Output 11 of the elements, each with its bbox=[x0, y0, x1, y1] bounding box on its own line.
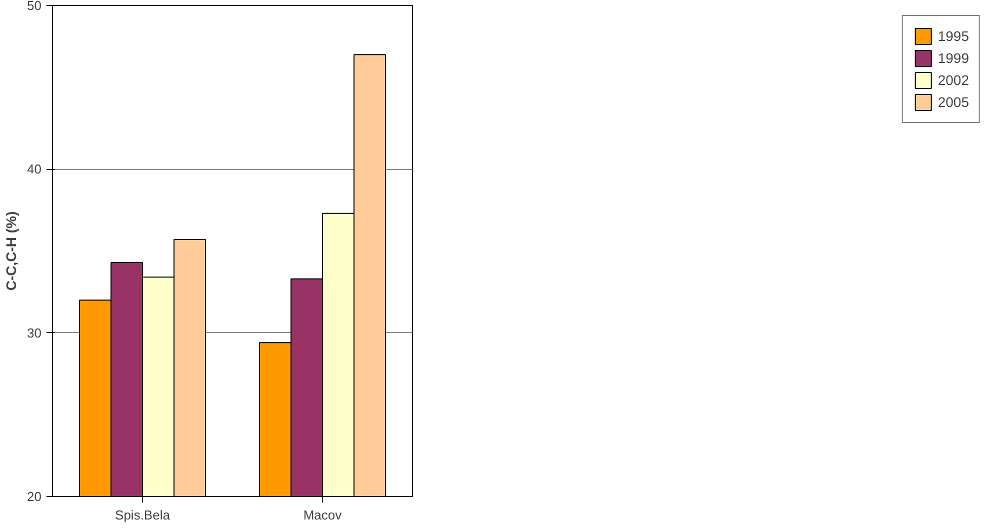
legend-label: 1995 bbox=[938, 28, 969, 44]
x-tick-label: Spis.Bela bbox=[115, 508, 171, 522]
y-axis-title: C-C,C-H (%) bbox=[3, 211, 20, 291]
x-tick-label: Macov bbox=[303, 508, 342, 522]
y-tick-label: 20 bbox=[27, 489, 42, 504]
legend-label: 1999 bbox=[938, 50, 969, 66]
y-tick-label: 30 bbox=[27, 325, 42, 340]
legend-label: 2005 bbox=[938, 94, 969, 110]
legend-label: 2002 bbox=[938, 72, 969, 88]
y-tick-label: 40 bbox=[27, 162, 42, 177]
y-tick-label: 50 bbox=[27, 0, 42, 13]
